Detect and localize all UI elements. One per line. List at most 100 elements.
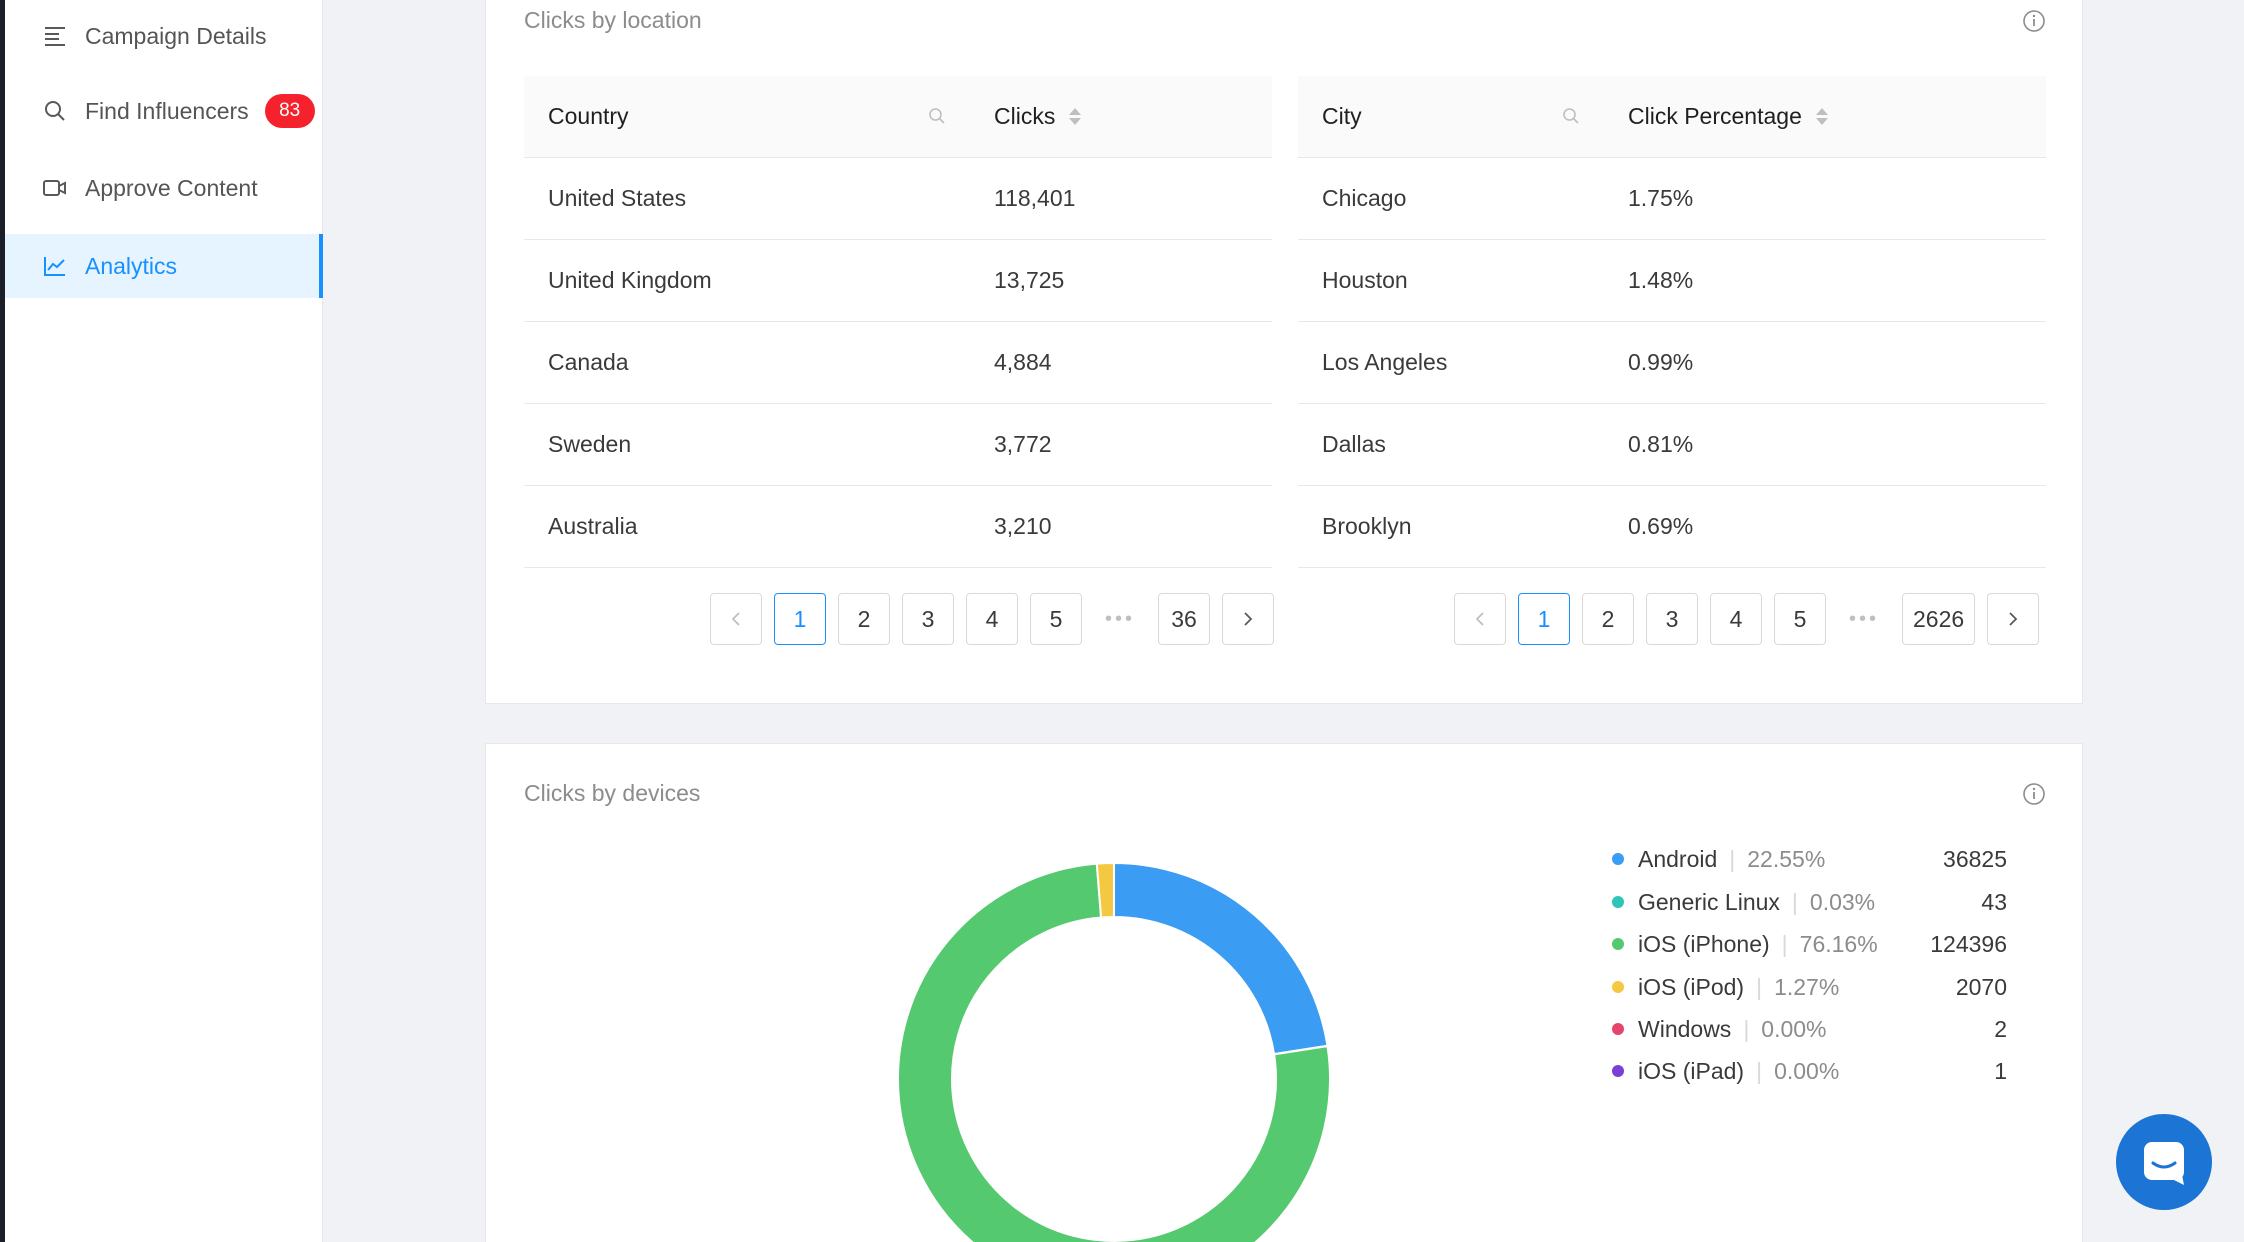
line-chart-icon (42, 253, 68, 279)
legend-percent: 1.27% (1774, 973, 1840, 1000)
country-pagination: 1 2 3 4 5 ••• 36 (710, 593, 1274, 645)
page-ellipsis[interactable]: ••• (1094, 593, 1146, 645)
search-icon[interactable] (928, 107, 946, 125)
legend-label: Generic Linux (1638, 888, 1780, 915)
page-button-2[interactable]: 2 (1582, 593, 1634, 645)
sidebar: Campaign Details Find Influencers 83 App… (5, 0, 323, 1242)
chat-support-button[interactable] (2116, 1114, 2212, 1210)
legend-divider: | (1756, 973, 1763, 1000)
legend-value: 43 (1981, 889, 2007, 915)
video-icon (42, 175, 68, 201)
page-button-last[interactable]: 2626 (1902, 593, 1976, 645)
legend-divider: | (1729, 845, 1736, 872)
column-header-click-percentage[interactable]: Click Percentage (1604, 76, 2046, 158)
page-button-1[interactable]: 1 (1518, 593, 1570, 645)
window-edge (0, 0, 5, 1242)
sidebar-item-campaign-details[interactable]: Campaign Details (5, 4, 323, 68)
page-button-2[interactable]: 2 (838, 593, 890, 645)
chat-icon (2144, 1142, 2184, 1185)
table-row: United States 118,401 (524, 157, 1272, 240)
search-icon[interactable] (1562, 107, 1580, 125)
legend-divider: | (1791, 888, 1798, 915)
legend-dot (1612, 981, 1624, 993)
table-row: Canada 4,884 (524, 321, 1272, 404)
legend-value: 36825 (1943, 846, 2007, 872)
legend-item[interactable]: Generic Linux | 0.03% (1612, 887, 1875, 917)
table-row: Houston 1.48% (1298, 239, 2046, 322)
info-icon[interactable] (2022, 9, 2046, 33)
page-button-3[interactable]: 3 (902, 593, 954, 645)
sidebar-item-label: Approve Content (85, 174, 258, 201)
legend-dot (1612, 896, 1624, 908)
clicks-by-location-card: Clicks by location Country Clicks (485, 0, 2083, 704)
chevron-left-icon (1475, 612, 1484, 626)
next-page-button[interactable] (1222, 593, 1274, 645)
country-table: Country Clicks United States 118,401 Unit… (524, 76, 1272, 568)
info-icon[interactable] (2022, 782, 2046, 806)
chevron-right-icon (2009, 612, 2018, 626)
page-button-3[interactable]: 3 (1646, 593, 1698, 645)
sidebar-item-label: Find Influencers (85, 97, 249, 124)
legend-label: Android (1638, 845, 1718, 872)
list-icon (42, 23, 68, 49)
page-button-1[interactable]: 1 (774, 593, 826, 645)
table-row: United Kingdom 13,725 (524, 239, 1272, 322)
legend-divider: | (1781, 930, 1788, 957)
page-button-last[interactable]: 36 (1158, 593, 1210, 645)
sidebar-item-label: Analytics (85, 252, 178, 279)
table-row: Los Angeles 0.99% (1298, 321, 2046, 404)
legend-label: iOS (iPhone) (1638, 930, 1770, 957)
legend-percent: 0.00% (1774, 1057, 1840, 1084)
city-table: City Click Percentage Chicago 1.75% Houst… (1298, 76, 2046, 568)
legend-label: Windows (1638, 1015, 1732, 1042)
next-page-button[interactable] (1987, 593, 2040, 645)
legend-percent: 0.03% (1809, 888, 1876, 915)
table-row: Australia 3,210 (524, 485, 1272, 568)
legend-item[interactable]: Windows | 0.00% (1612, 1014, 1827, 1044)
legend-value: 2070 (1955, 974, 2007, 1000)
notification-badge: 83 (264, 94, 315, 128)
legend-item[interactable]: iOS (iPod) | 1.27% (1612, 972, 1839, 1002)
sidebar-item-label: Campaign Details (85, 22, 267, 49)
legend-value: 1 (1994, 1058, 2007, 1084)
legend-label: iOS (iPad) (1638, 1057, 1745, 1084)
prev-page-button[interactable] (710, 593, 762, 645)
donut-slice-android[interactable] (1113, 861, 1329, 1056)
column-header-country[interactable]: Country (524, 76, 970, 158)
legend-label: iOS (iPod) (1638, 973, 1745, 1000)
chevron-left-icon (731, 612, 740, 626)
table-row: Dallas 0.81% (1298, 403, 2046, 486)
legend-dot (1612, 1065, 1624, 1077)
donut-slice-ios-iphone[interactable] (897, 862, 1331, 1242)
page-button-4[interactable]: 4 (1710, 593, 1762, 645)
sidebar-item-approve-content[interactable]: Approve Content (5, 156, 323, 220)
legend-dot (1612, 938, 1624, 950)
sidebar-item-analytics[interactable]: Analytics (5, 234, 323, 298)
device-donut-chart (897, 861, 1331, 1242)
legend-dot (1612, 1023, 1624, 1035)
clicks-by-devices-card: Clicks by devices Android | 22.55% 36825 Gen… (485, 743, 2083, 1242)
card-title: Clicks by devices (524, 780, 701, 806)
column-header-clicks[interactable]: Clicks (970, 76, 1272, 158)
legend-percent: 0.00% (1761, 1015, 1827, 1042)
column-header-city[interactable]: City (1298, 76, 1604, 158)
legend-item[interactable]: iOS (iPhone) | 76.16% (1612, 929, 1878, 959)
legend-item[interactable]: iOS (iPad) | 0.00% (1612, 1056, 1839, 1086)
page-ellipsis[interactable]: ••• (1838, 593, 1890, 645)
table-row: Sweden 3,772 (524, 403, 1272, 486)
legend-divider: | (1743, 1015, 1750, 1042)
city-pagination: 1 2 3 4 5 ••• 2626 (1454, 593, 2040, 645)
sidebar-item-find-influencers[interactable]: Find Influencers 83 (5, 79, 323, 143)
sort-icon[interactable] (1069, 107, 1082, 125)
table-row: Chicago 1.75% (1298, 157, 2046, 240)
page-button-5[interactable]: 5 (1030, 593, 1082, 645)
legend-divider: | (1756, 1057, 1763, 1084)
sort-icon[interactable] (1815, 107, 1828, 125)
legend-percent: 22.55% (1747, 845, 1826, 872)
page-button-5[interactable]: 5 (1774, 593, 1826, 645)
prev-page-button[interactable] (1454, 593, 1506, 645)
legend-item[interactable]: Android | 22.55% (1612, 844, 1825, 874)
page-button-4[interactable]: 4 (966, 593, 1018, 645)
search-icon (42, 98, 68, 124)
table-row: Brooklyn 0.69% (1298, 485, 2046, 568)
